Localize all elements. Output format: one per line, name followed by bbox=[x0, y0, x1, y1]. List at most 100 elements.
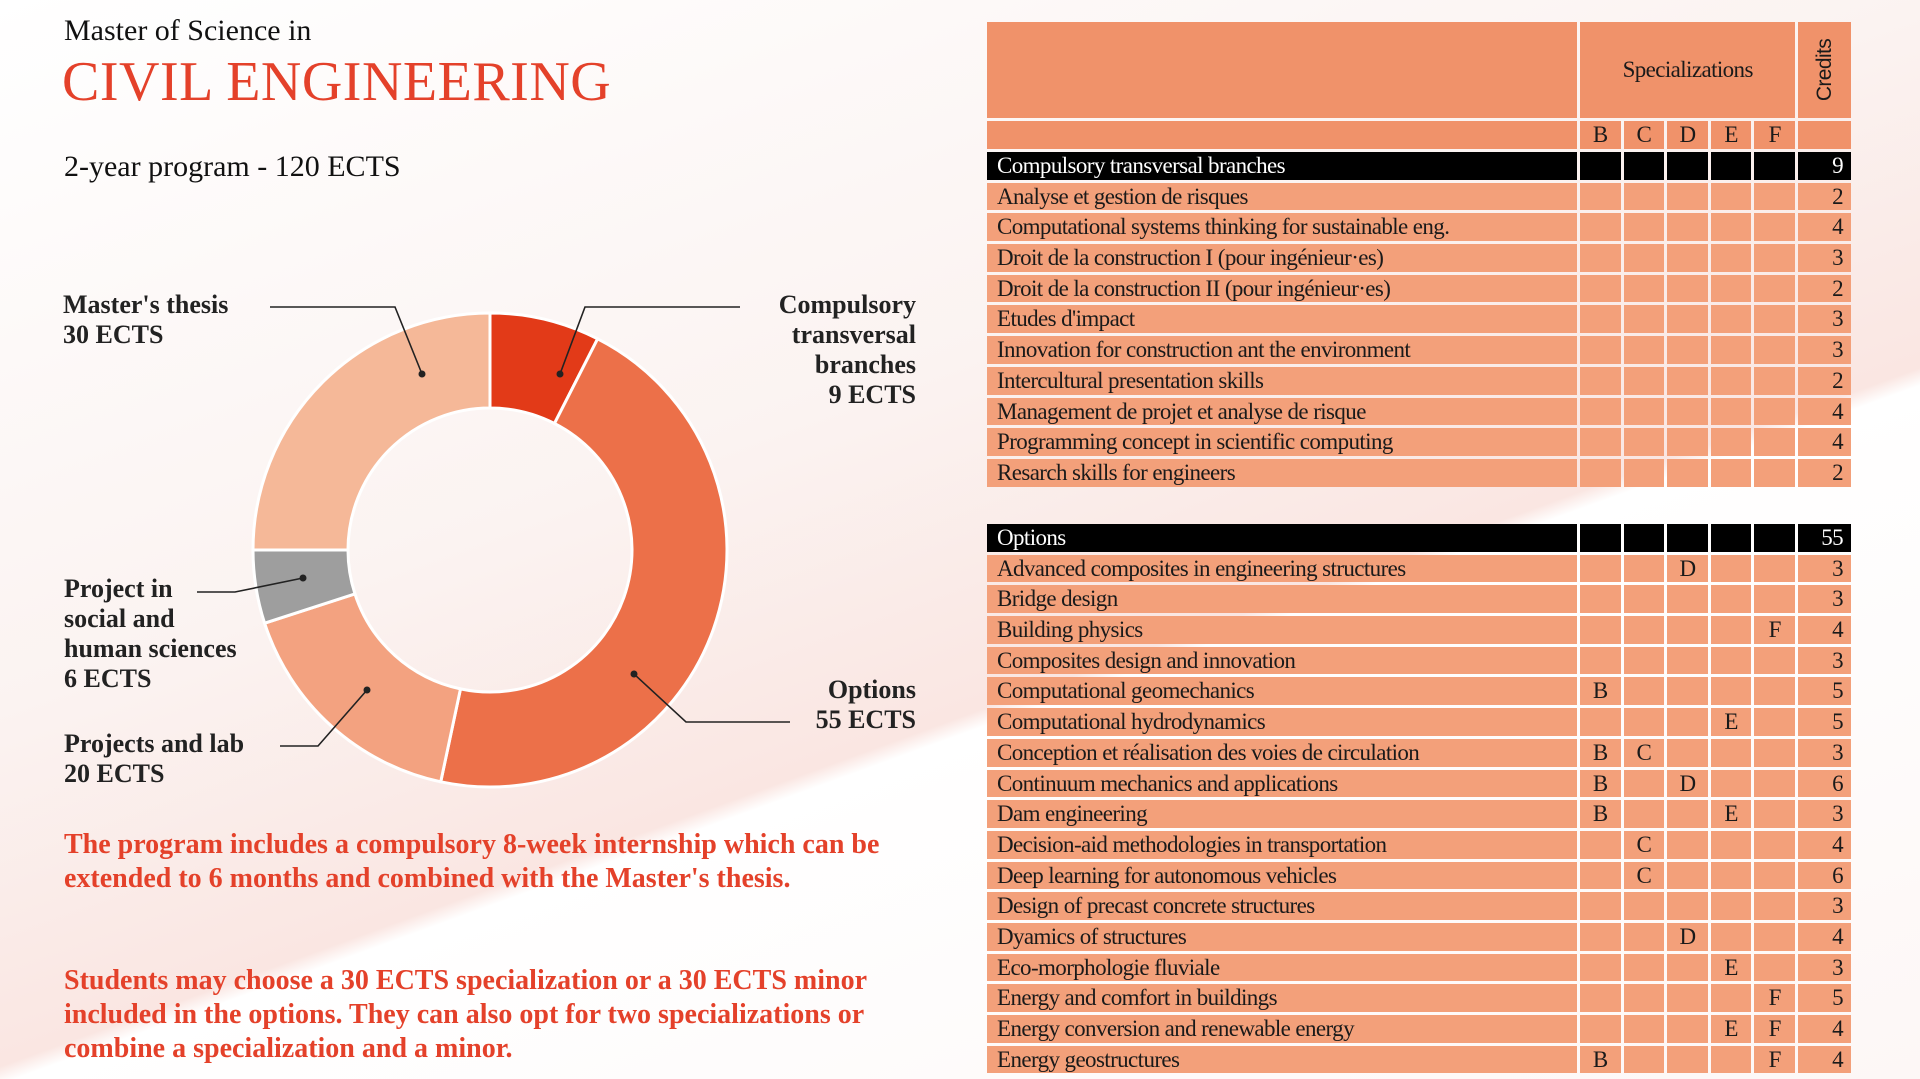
course-credits: 4 bbox=[1797, 616, 1851, 644]
spec-cell bbox=[1623, 554, 1665, 583]
internship-note: The program includes a compulsory 8-week… bbox=[64, 829, 880, 894]
section-header-row: Options 55 bbox=[987, 524, 1851, 552]
table-row: Energy and comfort in buildings F 5 bbox=[987, 984, 1851, 1012]
spec-cell bbox=[1623, 274, 1665, 303]
label-masters-thesis: Master's thesis 30 ECTS bbox=[63, 290, 228, 350]
spec-cell bbox=[1580, 305, 1621, 334]
spec-cell bbox=[1580, 182, 1621, 211]
course-name: Decision-aid methodologies in transporta… bbox=[987, 830, 1577, 859]
spec-cell bbox=[1710, 524, 1752, 552]
program-duration: 2-year program - 120 ECTS bbox=[64, 150, 401, 183]
label-line: Master's thesis bbox=[63, 290, 229, 319]
spec-cell bbox=[1710, 1045, 1752, 1074]
spec-cell bbox=[1623, 336, 1665, 364]
spec-cell bbox=[1754, 152, 1795, 180]
spec-cell bbox=[1580, 524, 1621, 552]
course-credits: 4 bbox=[1797, 922, 1851, 951]
label-line: Project in bbox=[64, 574, 173, 603]
spec-cell bbox=[1710, 152, 1752, 180]
spec-cell bbox=[1754, 953, 1795, 982]
course-credits: 2 bbox=[1797, 366, 1851, 395]
label-line: Projects and lab bbox=[64, 729, 245, 758]
spec-cell bbox=[1754, 336, 1795, 364]
spec-cell: F bbox=[1754, 1015, 1795, 1043]
spec-letter: C bbox=[1623, 121, 1665, 149]
spec-cell bbox=[1667, 1045, 1708, 1074]
label-shs-project: Project in social and human sciences 6 E… bbox=[64, 574, 237, 694]
spec-cell bbox=[1580, 892, 1621, 920]
course-name: Computational hydrodynamics bbox=[987, 708, 1577, 736]
spec-cell bbox=[1754, 800, 1795, 828]
spec-cell bbox=[1710, 892, 1752, 920]
spec-cell bbox=[1710, 305, 1752, 334]
spec-cell bbox=[1623, 305, 1665, 334]
course-name: Bridge design bbox=[987, 585, 1577, 614]
spec-cell bbox=[1623, 458, 1665, 487]
course-name: Innovation for construction ant the envi… bbox=[987, 336, 1577, 364]
donut-slice-master-s-thesis bbox=[251, 311, 492, 552]
spec-cell: B bbox=[1580, 800, 1621, 828]
table-header: Specializations Credits B C D E F bbox=[987, 22, 1851, 149]
course-name: Eco-morphologie fluviale bbox=[987, 953, 1577, 982]
table-row: Resarch skills for engineers 2 bbox=[987, 458, 1851, 487]
options-section: Options 55 Advanced composites in engineer… bbox=[987, 524, 1851, 1074]
spec-cell bbox=[1667, 366, 1708, 395]
spec-cell bbox=[1754, 428, 1795, 456]
spec-cell bbox=[1754, 922, 1795, 951]
label-line: transversal bbox=[791, 320, 916, 349]
spec-cell bbox=[1623, 397, 1665, 426]
leader-dot bbox=[418, 370, 426, 378]
spec-cell bbox=[1710, 458, 1752, 487]
spec-cell bbox=[1623, 892, 1665, 920]
course-name: Building physics bbox=[987, 616, 1577, 644]
spec-cell bbox=[1580, 830, 1621, 859]
spec-cell bbox=[1667, 984, 1708, 1012]
spec-cell bbox=[1667, 861, 1708, 890]
course-credits: 3 bbox=[1797, 244, 1851, 272]
table-row: Advanced composites in engineering struc… bbox=[987, 554, 1851, 583]
course-credits: 6 bbox=[1797, 769, 1851, 798]
spec-cell bbox=[1623, 922, 1665, 951]
course-credits: 3 bbox=[1797, 305, 1851, 334]
table-row: Conception et réalisation des voies de c… bbox=[987, 738, 1851, 767]
spec-cell bbox=[1754, 708, 1795, 736]
spec-cell bbox=[1710, 738, 1752, 767]
leader-dot bbox=[630, 670, 638, 678]
spec-cell bbox=[1667, 213, 1708, 242]
table-row: Management de projet et analyse de risqu… bbox=[987, 397, 1851, 426]
spec-cell bbox=[1580, 1015, 1621, 1043]
course-name: Dam engineering bbox=[987, 800, 1577, 828]
header-blank bbox=[1797, 121, 1851, 149]
spec-cell bbox=[1754, 244, 1795, 272]
spec-cell bbox=[1710, 616, 1752, 644]
course-credits: 3 bbox=[1797, 336, 1851, 364]
spec-cell: C bbox=[1623, 830, 1665, 859]
spec-cell: E bbox=[1710, 1015, 1752, 1043]
spec-cell bbox=[1754, 213, 1795, 242]
course-credits: 2 bbox=[1797, 274, 1851, 303]
spec-letter: F bbox=[1754, 121, 1795, 149]
course-credits: 5 bbox=[1797, 677, 1851, 706]
credits-header-cell: Credits bbox=[1798, 22, 1851, 118]
spec-cell bbox=[1667, 182, 1708, 211]
spec-cell bbox=[1667, 524, 1708, 552]
table-row: Intercultural presentation skills 2 bbox=[987, 366, 1851, 395]
label-compulsory: Compulsory transversal branches 9 ECTS bbox=[779, 290, 916, 410]
header-blank bbox=[987, 22, 1577, 118]
spec-cell bbox=[1623, 646, 1665, 675]
spec-cell bbox=[1623, 984, 1665, 1012]
section-credits: 55 bbox=[1797, 524, 1851, 552]
spec-cell: B bbox=[1580, 677, 1621, 706]
spec-cell bbox=[1667, 152, 1708, 180]
table-row: Etudes d'impact 3 bbox=[987, 305, 1851, 334]
course-name: Deep learning for autonomous vehicles bbox=[987, 861, 1577, 890]
spec-cell bbox=[1580, 213, 1621, 242]
table-row: Analyse et gestion de risques 2 bbox=[987, 182, 1851, 211]
spec-cell bbox=[1580, 554, 1621, 583]
course-name: Analyse et gestion de risques bbox=[987, 182, 1577, 211]
table-row: Dam engineering B E 3 bbox=[987, 800, 1851, 828]
course-name: Droit de la construction I (pour ingénie… bbox=[987, 244, 1577, 272]
table-row: Composites design and innovation 3 bbox=[987, 646, 1851, 675]
table-row: Eco-morphologie fluviale E 3 bbox=[987, 953, 1851, 982]
label-line: social and bbox=[64, 604, 175, 633]
